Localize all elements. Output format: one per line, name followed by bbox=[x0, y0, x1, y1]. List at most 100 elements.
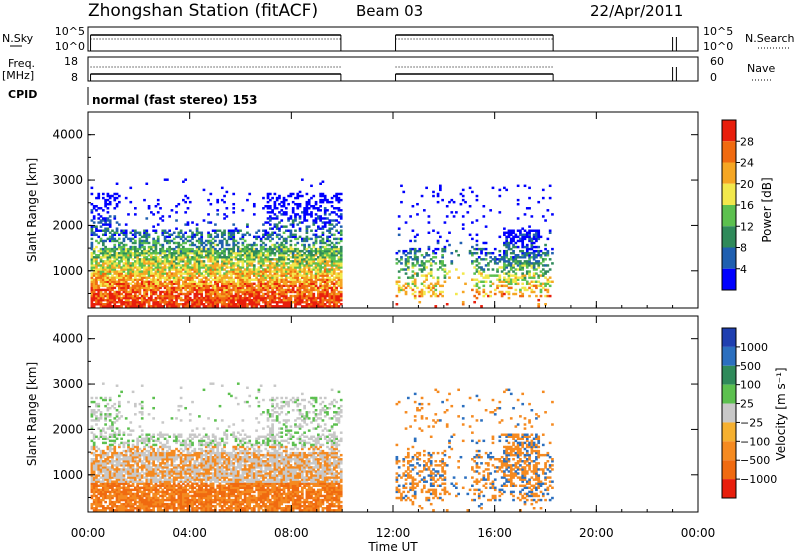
power-cell bbox=[291, 219, 295, 222]
power-cell bbox=[138, 245, 142, 249]
power-cell bbox=[214, 296, 217, 300]
power-cell bbox=[113, 260, 117, 263]
power-cell bbox=[503, 268, 506, 271]
power-cell bbox=[262, 264, 265, 267]
power-cell bbox=[280, 247, 284, 251]
power-cell bbox=[150, 286, 153, 290]
power-cell bbox=[305, 200, 309, 204]
power-cell bbox=[264, 282, 268, 286]
velocity-cell bbox=[115, 413, 119, 416]
power-cell bbox=[143, 268, 146, 271]
power-cell bbox=[159, 274, 162, 277]
power-cell bbox=[266, 284, 270, 288]
power-cell bbox=[530, 264, 534, 267]
power-cell bbox=[156, 198, 160, 202]
power-cell bbox=[124, 251, 128, 255]
power-cell bbox=[134, 296, 137, 300]
power-cell bbox=[516, 268, 520, 271]
velocity-cell bbox=[101, 435, 105, 438]
power-cell bbox=[92, 280, 96, 283]
power-cell bbox=[243, 282, 247, 286]
power-cell bbox=[330, 245, 334, 249]
power-cell bbox=[443, 280, 447, 283]
power-cell bbox=[209, 221, 213, 224]
velocity-cell bbox=[108, 498, 112, 502]
power-cell bbox=[99, 280, 103, 283]
power-cell bbox=[241, 241, 245, 245]
power-cell bbox=[223, 303, 226, 306]
power-cell bbox=[147, 258, 151, 261]
power-cell bbox=[120, 274, 123, 277]
power-cell bbox=[179, 256, 183, 259]
power-cell bbox=[339, 266, 343, 269]
power-cell bbox=[166, 276, 169, 279]
power-cell bbox=[177, 241, 181, 245]
velocity-cell bbox=[97, 437, 101, 441]
power-cell bbox=[223, 200, 226, 204]
velocity-cell bbox=[104, 490, 107, 494]
power-cell bbox=[97, 278, 101, 281]
power-cell bbox=[115, 264, 119, 267]
power-cell bbox=[505, 251, 509, 255]
power-cell bbox=[312, 305, 316, 308]
power-cell bbox=[101, 296, 105, 300]
power-cell bbox=[475, 264, 479, 267]
power-cell bbox=[443, 264, 447, 267]
power-cell bbox=[111, 296, 114, 300]
power-cell bbox=[218, 296, 222, 300]
velocity-cell bbox=[113, 482, 117, 485]
power-cell bbox=[230, 260, 233, 263]
power-cell bbox=[234, 274, 238, 277]
power-cell bbox=[204, 292, 208, 296]
power-cell bbox=[252, 278, 256, 281]
power-cell bbox=[147, 235, 151, 239]
power-cell bbox=[289, 247, 293, 251]
power-cell bbox=[161, 247, 165, 251]
power-cell bbox=[507, 280, 511, 283]
power-cell bbox=[406, 284, 410, 288]
velocity-cell bbox=[111, 443, 114, 447]
velocity-cell bbox=[115, 453, 119, 457]
power-cell bbox=[172, 264, 176, 267]
power-cell bbox=[280, 264, 284, 267]
power-cell bbox=[218, 272, 222, 275]
power-cell bbox=[232, 268, 236, 271]
power-cell bbox=[310, 254, 313, 257]
power-cell bbox=[232, 262, 236, 265]
power-cell bbox=[268, 258, 272, 261]
power-cell bbox=[282, 300, 286, 304]
power-cell bbox=[241, 280, 245, 283]
power-cell bbox=[106, 278, 110, 281]
power-cell bbox=[305, 225, 309, 228]
power-cell bbox=[152, 268, 155, 271]
power-cell bbox=[273, 192, 277, 196]
power-cell bbox=[314, 213, 318, 216]
power-cell bbox=[163, 239, 167, 243]
power-cell bbox=[90, 247, 94, 251]
power-cell bbox=[108, 276, 112, 279]
power-cell bbox=[122, 280, 126, 283]
power-cell bbox=[500, 294, 504, 298]
power-cell bbox=[273, 290, 277, 294]
power-cell bbox=[143, 272, 146, 275]
power-cell bbox=[236, 270, 240, 273]
power-cell bbox=[548, 231, 552, 234]
power-cell bbox=[113, 217, 117, 220]
power-cell bbox=[496, 286, 499, 290]
power-cell bbox=[168, 278, 172, 281]
velocity-cell bbox=[117, 496, 121, 500]
power-cell bbox=[220, 288, 224, 292]
power-cell bbox=[273, 217, 277, 220]
power-cell bbox=[471, 251, 474, 255]
power-cell bbox=[484, 258, 488, 261]
velocity-cell bbox=[95, 500, 98, 504]
power-cell bbox=[184, 284, 188, 288]
power-cell bbox=[314, 219, 318, 222]
power-cell bbox=[475, 243, 479, 247]
power-cell bbox=[195, 233, 199, 237]
power-cell bbox=[227, 229, 231, 232]
power-cell bbox=[514, 278, 518, 281]
power-cell bbox=[459, 192, 463, 196]
power-cell bbox=[477, 280, 481, 283]
velocity-cell bbox=[113, 447, 117, 451]
